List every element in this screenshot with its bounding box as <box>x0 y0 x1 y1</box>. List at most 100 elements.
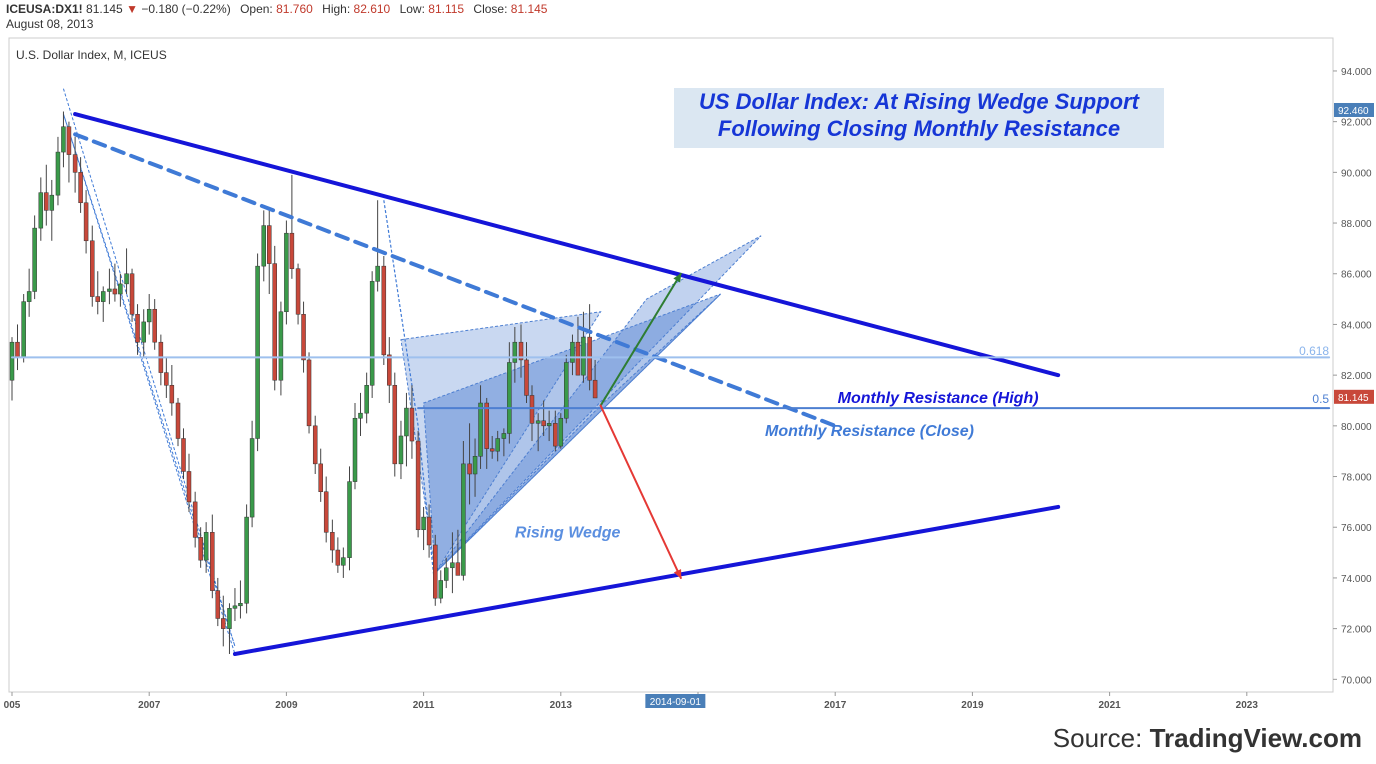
candle-body <box>558 417 564 447</box>
title-box: US Dollar Index: At Rising Wedge Support… <box>674 88 1164 148</box>
candle-body <box>581 336 586 376</box>
candle-body <box>375 265 380 282</box>
y-tick-label: 70.000 <box>1341 675 1372 686</box>
candle-body <box>232 605 238 609</box>
candle-body <box>358 412 363 419</box>
candle-body <box>152 308 157 343</box>
candle-body <box>398 435 404 465</box>
price-axis[interactable]: 94.000 92.000 90.000 88.000 86.000 84.000 82.0… <box>1333 67 1374 686</box>
wedge-polygon <box>434 235 762 574</box>
candle-body <box>592 379 598 399</box>
candle-body <box>55 151 61 196</box>
candle-body <box>301 314 306 361</box>
candle-body <box>518 341 524 361</box>
chart-annotations: Monthly Resistance (High) Monthly Resista… <box>515 344 1330 542</box>
candle-body <box>267 225 272 264</box>
trendline-drawings <box>11 112 1331 656</box>
candle-body <box>146 308 152 323</box>
candle-body <box>198 537 203 561</box>
arrow-down <box>599 404 682 579</box>
annotation-label: 0.5 <box>1312 392 1329 406</box>
source-brand: TradingView.com <box>1149 723 1362 753</box>
monthly-resistance-close <box>73 132 838 428</box>
source-prefix: Source: <box>1052 723 1150 753</box>
x-tick-label: 2017 <box>824 700 847 711</box>
y-tick-label: 84.000 <box>1341 320 1372 331</box>
down-arrow-icon: ▼ <box>126 2 138 16</box>
zigzag-projection <box>62 88 236 655</box>
candle-body <box>255 265 260 439</box>
close-value: 81.145 <box>510 2 548 16</box>
x-tick-label: 005 <box>4 700 21 711</box>
candle-body <box>244 516 249 604</box>
time-cursor-label: 2014-09-01 <box>650 697 702 708</box>
y-tick-label: 88.000 <box>1341 219 1372 230</box>
candle-body <box>404 407 409 437</box>
close-label: Close: <box>473 2 508 16</box>
candle-body <box>352 417 358 482</box>
candle-body <box>210 532 215 591</box>
wedge-polygon <box>400 311 602 575</box>
candle-body <box>112 288 118 295</box>
time-cursor-tag <box>645 694 706 708</box>
candle-body <box>433 544 438 599</box>
title-line-1: US Dollar Index: At Rising Wedge Support <box>698 89 1140 114</box>
y-tick-label: 80.000 <box>1341 422 1372 433</box>
candle-body <box>507 362 512 434</box>
candle-body <box>295 268 301 315</box>
y-tick-label: 90.000 <box>1341 168 1372 179</box>
annotation-label: Rising Wedge <box>515 524 621 541</box>
x-tick-label: 2021 <box>1098 700 1121 711</box>
candle-body <box>489 448 495 452</box>
high-value: 82.610 <box>353 2 391 16</box>
wedge-polygon <box>423 293 721 574</box>
support-trendline <box>232 504 1061 656</box>
candle-body <box>443 567 449 581</box>
candle-body <box>381 265 387 356</box>
candle-body <box>306 359 312 427</box>
time-axis[interactable]: 0052007200920112013520172019202120232014… <box>4 692 1259 711</box>
price-tag <box>1334 389 1374 404</box>
candle-body <box>78 172 83 204</box>
chart-subtitle: U.S. Dollar Index, M, ICEUS <box>16 48 167 62</box>
candle-body <box>409 407 415 442</box>
candle-body <box>129 273 135 315</box>
symbol-name[interactable]: ICEUSA:DX1! <box>6 2 83 16</box>
candle-body <box>38 192 44 229</box>
candle-body <box>524 359 529 396</box>
candle-body <box>369 281 375 386</box>
candle-body <box>587 336 592 381</box>
candle-body <box>541 420 546 427</box>
candle-body <box>323 491 329 533</box>
price-tag <box>1334 102 1374 117</box>
candle-body <box>335 549 341 566</box>
candle-body <box>44 192 49 211</box>
candle-body <box>387 354 392 386</box>
candle-body <box>415 440 421 531</box>
candle-body <box>32 227 37 292</box>
candle-body <box>107 288 112 292</box>
candle-body <box>341 557 346 566</box>
candle-body <box>472 456 478 475</box>
candle-body <box>455 562 461 576</box>
candle-body <box>570 341 575 363</box>
drop-projection <box>383 200 436 591</box>
plot-frame <box>8 37 1334 693</box>
x-tick-label: 2007 <box>138 700 161 711</box>
candle-body <box>61 126 66 153</box>
candle-body <box>118 283 123 295</box>
x-tick-label: 2013 <box>550 700 573 711</box>
candle-body <box>438 580 443 599</box>
candle-body <box>546 423 552 427</box>
candle-body <box>501 433 507 439</box>
candle-body <box>215 590 221 619</box>
y-tick-label: 86.000 <box>1341 270 1372 281</box>
candle-body <box>512 341 518 363</box>
candle-body <box>261 225 267 267</box>
candle-body <box>49 194 55 211</box>
candle-body <box>186 471 192 503</box>
candle-body <box>164 372 169 386</box>
candle-body <box>421 516 426 531</box>
candle-body <box>495 438 500 452</box>
